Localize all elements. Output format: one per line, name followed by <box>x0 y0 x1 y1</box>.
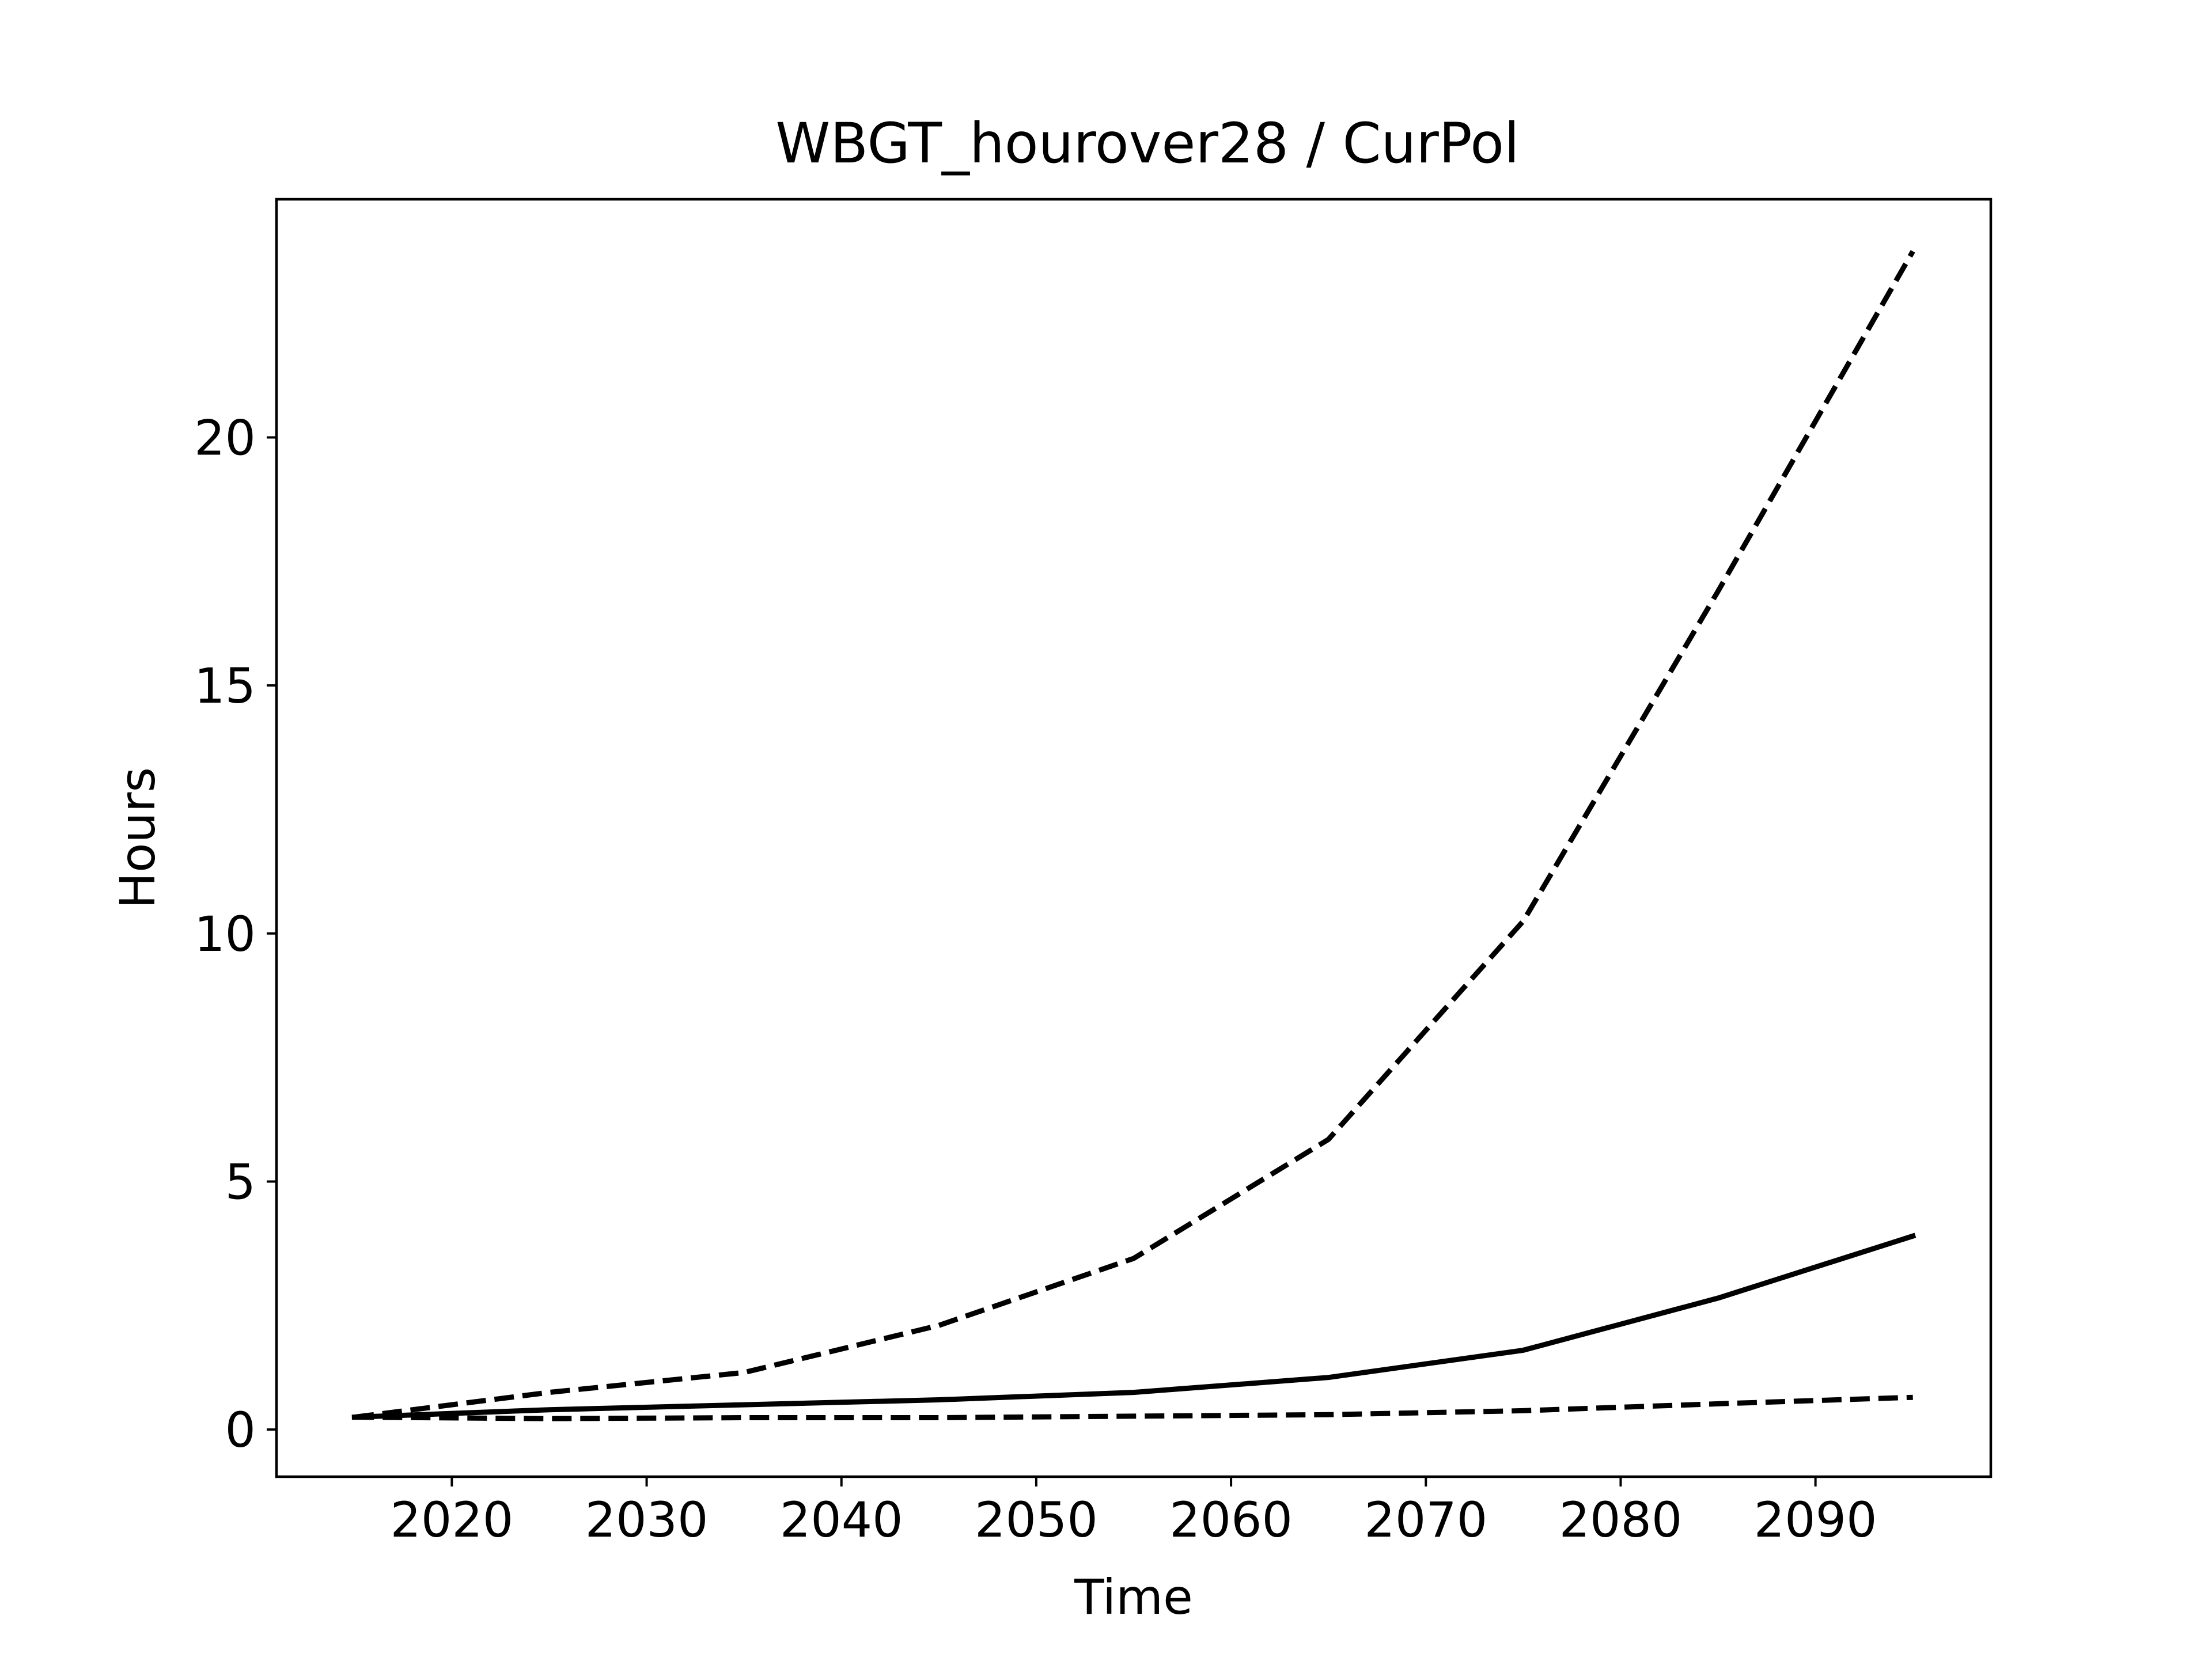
chart-title: WBGT_hourover28 / CurPol <box>775 111 1519 176</box>
x-tick-label: 2020 <box>390 1492 513 1548</box>
x-tick-label: 2070 <box>1364 1492 1487 1548</box>
y-tick-label: 10 <box>194 906 256 962</box>
y-tick-label: 0 <box>225 1402 256 1458</box>
x-tick-label: 2080 <box>1559 1492 1683 1548</box>
x-tick-label: 2030 <box>585 1492 709 1548</box>
x-axis-label: Time <box>1074 1569 1193 1625</box>
x-tick-label: 2090 <box>1754 1492 1877 1548</box>
series-line-1 <box>354 250 1915 1420</box>
series-group <box>351 250 1916 1421</box>
x-tick-label: 2060 <box>1169 1492 1293 1548</box>
series-line-2 <box>351 1233 1916 1420</box>
x-axis: 2020 2030 2040 2050 2060 2070 2080 2090 <box>390 1477 1877 1548</box>
y-tick-label: 15 <box>194 658 256 714</box>
y-tick-label: 5 <box>225 1154 256 1210</box>
y-tick-label: 20 <box>194 409 256 466</box>
y-axis: 0 5 10 15 20 <box>194 409 276 1458</box>
axes-frame <box>275 198 1993 1478</box>
x-tick-label: 2050 <box>975 1492 1098 1548</box>
x-tick-label: 2040 <box>780 1492 903 1548</box>
y-axis-label: Hours <box>109 767 166 909</box>
series-line-3 <box>354 1394 1913 1421</box>
